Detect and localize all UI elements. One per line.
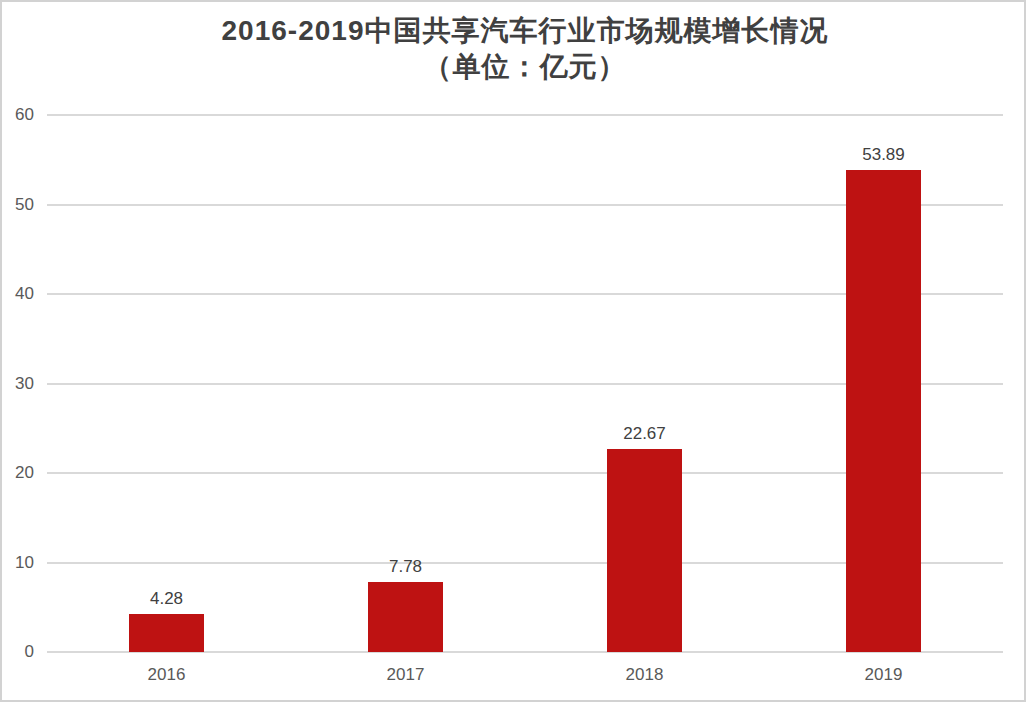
y-axis-tick-label: 0 <box>0 642 34 662</box>
y-axis-tick-label: 50 <box>0 195 34 215</box>
chart-subtitle: （单位：亿元） <box>47 51 1003 83</box>
bar-2017 <box>368 582 443 652</box>
chart-title: 2016-2019中国共享汽车行业市场规模增长情况 <box>47 15 1003 47</box>
bar-2018 <box>607 449 682 652</box>
data-label-2019: 53.89 <box>824 145 944 165</box>
y-axis-tick-label: 30 <box>0 374 34 394</box>
y-axis-tick-label: 20 <box>0 463 34 483</box>
x-axis-label-2016: 2016 <box>107 665 227 685</box>
y-axis-tick-label: 40 <box>0 284 34 304</box>
x-axis-label-2017: 2017 <box>346 665 466 685</box>
x-axis-label-2019: 2019 <box>824 665 944 685</box>
data-label-2018: 22.67 <box>585 424 705 444</box>
bar-chart: 2016-2019中国共享汽车行业市场规模增长情况 （单位：亿元） 0 10 20 3… <box>0 0 1029 705</box>
data-label-2016: 4.28 <box>107 589 227 609</box>
y-axis-tick-label: 10 <box>0 553 34 573</box>
y-axis-tick-label: 60 <box>0 105 34 125</box>
x-axis-label-2018: 2018 <box>585 665 705 685</box>
bar-2016 <box>129 614 204 652</box>
bar-2019 <box>846 170 921 652</box>
data-label-2017: 7.78 <box>346 557 466 577</box>
gridline-y60 <box>47 114 1003 116</box>
